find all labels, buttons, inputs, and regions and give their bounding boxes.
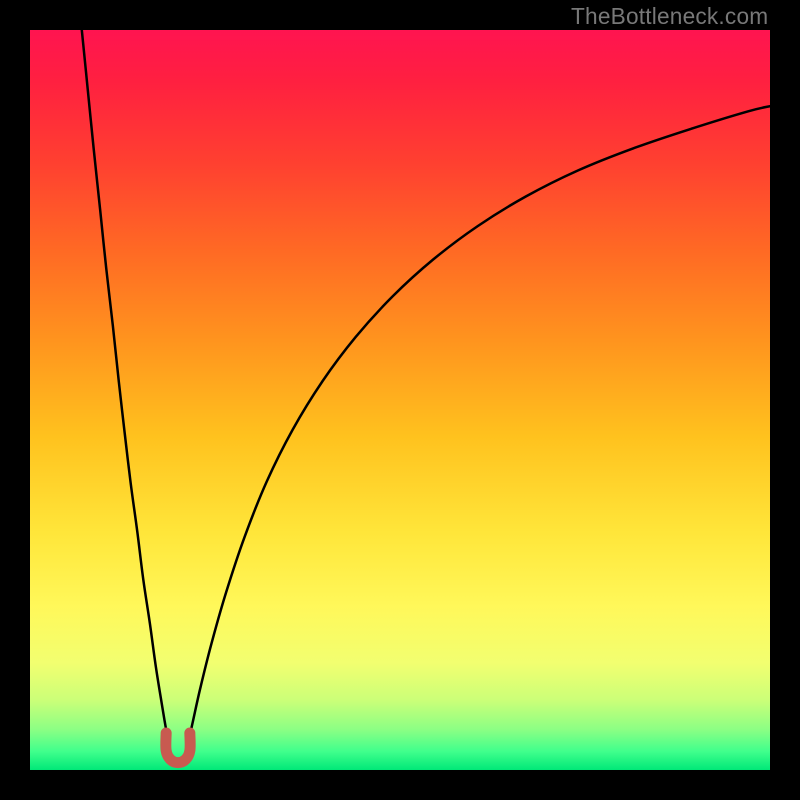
watermark-text: TheBottleneck.com [571, 3, 768, 30]
valley-u-marker [166, 733, 190, 763]
bottleneck-curve-svg [30, 30, 770, 770]
chart-container: TheBottleneck.com [0, 0, 800, 800]
curve-right-branch [188, 106, 770, 742]
plot-area [30, 30, 770, 770]
curve-left-branch [82, 30, 169, 742]
